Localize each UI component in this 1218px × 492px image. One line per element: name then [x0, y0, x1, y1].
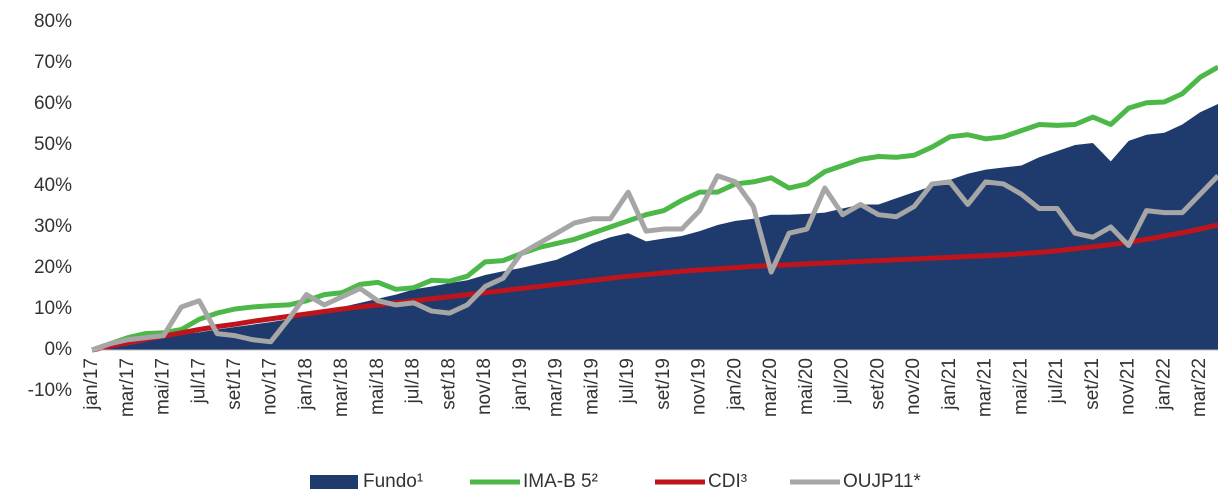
x-tick-label: mai/19: [581, 358, 602, 415]
x-tick-label: mar/22: [1189, 358, 1210, 417]
x-tick-label: jan/19: [510, 358, 531, 411]
x-tick-label: set/18: [438, 358, 459, 410]
x-tick-label: mai/17: [153, 358, 174, 415]
y-tick-label: 0%: [45, 339, 73, 360]
y-tick-label: 50%: [34, 134, 72, 155]
line: [91, 222, 1218, 353]
x-tick-label: nov/21: [1118, 358, 1139, 415]
x-tick-label: jan/21: [939, 358, 960, 411]
x-tick-label: mai/20: [796, 358, 817, 415]
x-tick-label: jul/18: [403, 358, 424, 404]
x-tick-label: mar/18: [331, 358, 352, 417]
legend-label: Fundo¹: [363, 471, 423, 492]
x-tick-label: mai/21: [1010, 358, 1031, 415]
line: [91, 64, 1218, 353]
area: [92, 104, 1218, 350]
x-tick-label: mar/17: [117, 358, 138, 417]
y-tick-label: 60%: [34, 93, 72, 114]
y-tick-label: -10%: [28, 380, 72, 401]
x-tick-label: nov/19: [689, 358, 710, 415]
x-tick-label: set/19: [653, 358, 674, 410]
x-tick-label: mar/19: [546, 358, 567, 417]
line: [91, 173, 1218, 353]
x-tick-label: jan/20: [724, 358, 745, 411]
x-tick-label: set/21: [1082, 358, 1103, 410]
x-tick-label: jul/20: [832, 358, 853, 404]
x-tick-label: set/20: [867, 358, 888, 410]
x-tick-label: jan/18: [295, 358, 316, 411]
y-tick-label: 10%: [34, 298, 72, 319]
x-tick-label: mar/20: [760, 358, 781, 417]
legend-swatch: [310, 475, 358, 489]
y-tick-label: 30%: [34, 216, 72, 237]
x-tick-label: jan/17: [81, 358, 102, 411]
y-tick-label: 70%: [34, 52, 72, 73]
x-tick-label: nov/18: [474, 358, 495, 415]
y-tick-label: 40%: [34, 175, 72, 196]
y-tick-label: 80%: [34, 11, 72, 32]
x-tick-label: mar/21: [975, 358, 996, 417]
x-tick-label: jul/17: [188, 358, 209, 404]
legend-label: CDI³: [708, 471, 747, 492]
legend-label: IMA-B 5²: [523, 471, 598, 492]
x-tick-label: jan/22: [1153, 358, 1174, 411]
x-tick-label: nov/17: [260, 358, 281, 415]
x-tick-label: set/17: [224, 358, 245, 410]
x-tick-label: nov/20: [903, 358, 924, 415]
x-tick-label: jul/19: [617, 358, 638, 404]
legend-label: OUJP11*: [843, 471, 921, 492]
y-tick-label: 20%: [34, 257, 72, 278]
x-tick-label: jul/21: [1046, 358, 1067, 404]
x-tick-label: mai/18: [367, 358, 388, 415]
